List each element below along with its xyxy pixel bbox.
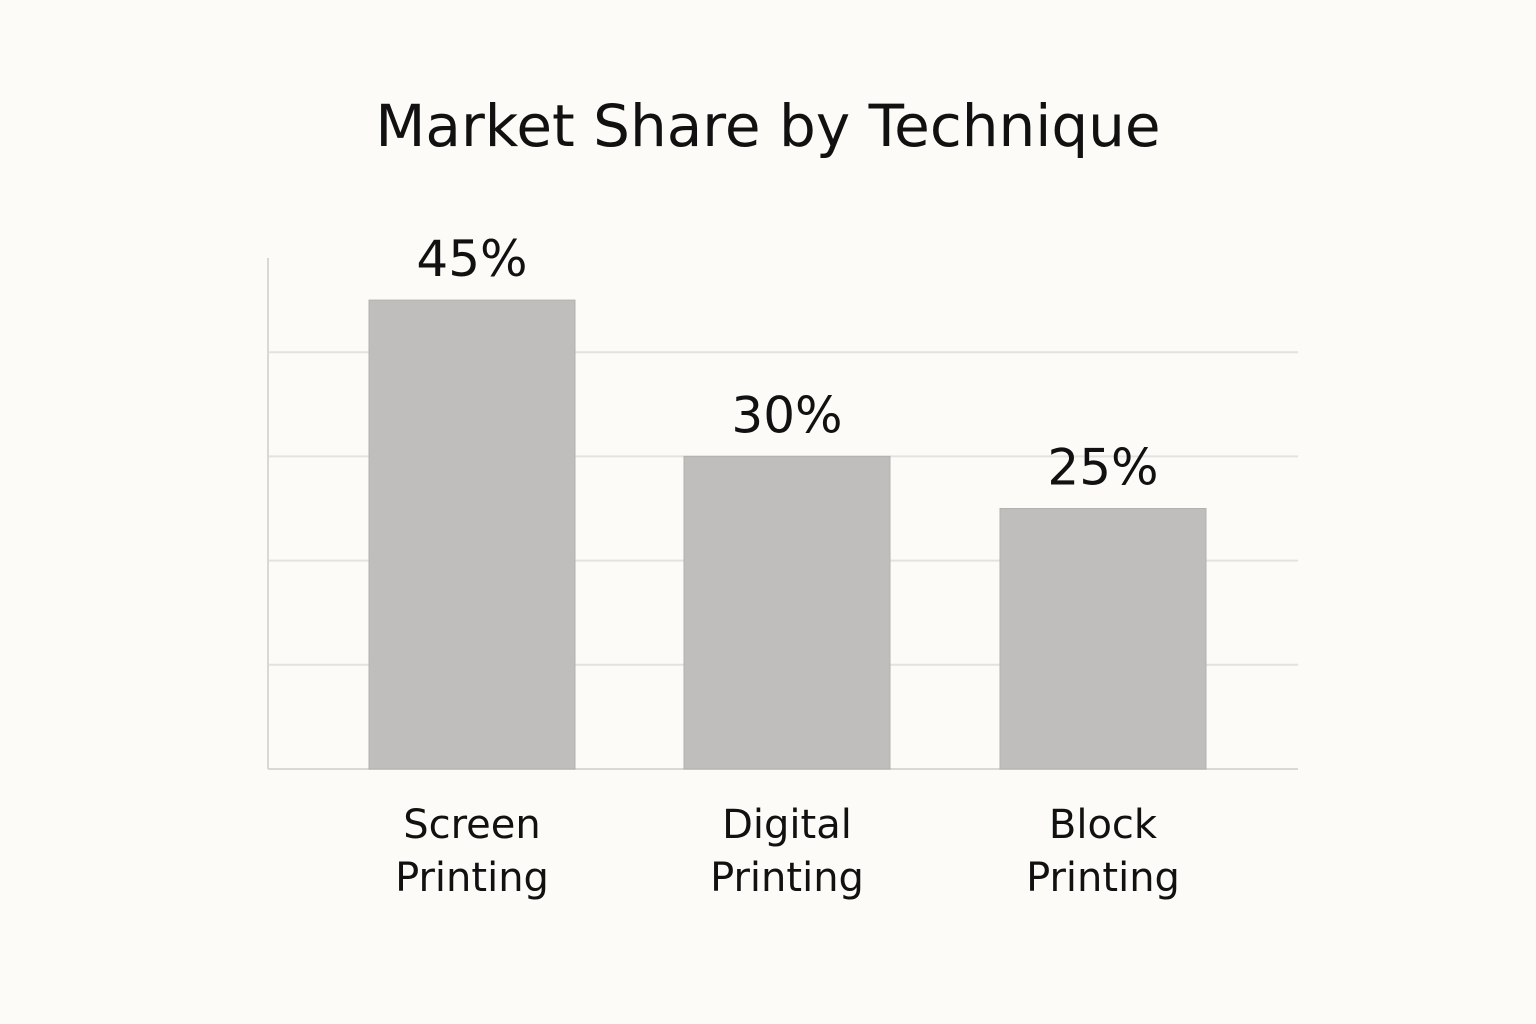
x-tick-label-line: Screen <box>403 802 541 848</box>
chart-title: Market Share by Technique <box>375 92 1161 160</box>
x-tick-label-line: Printing <box>395 855 549 901</box>
bar-value-label: 30% <box>731 386 842 444</box>
bar <box>368 299 576 770</box>
x-tick-label-line: Block <box>1049 802 1158 848</box>
x-tick-label-line: Printing <box>710 855 864 901</box>
bar <box>999 508 1207 770</box>
x-tick-label: Digital Printing <box>710 802 864 901</box>
x-tick-label-line: Digital <box>722 802 852 848</box>
bar <box>683 455 891 770</box>
bars <box>368 299 1207 770</box>
x-tick-label: Block Printing <box>1026 802 1180 901</box>
x-tick-labels: Screen Printing Digital Printing Block Printi… <box>395 802 1180 901</box>
bar-value-label: 45% <box>416 230 527 288</box>
x-tick-label: Screen Printing <box>395 802 549 901</box>
x-tick-label-line: Printing <box>1026 855 1180 901</box>
bar-value-label: 25% <box>1047 439 1158 497</box>
value-labels: 45% 30% 25% <box>416 230 1158 496</box>
